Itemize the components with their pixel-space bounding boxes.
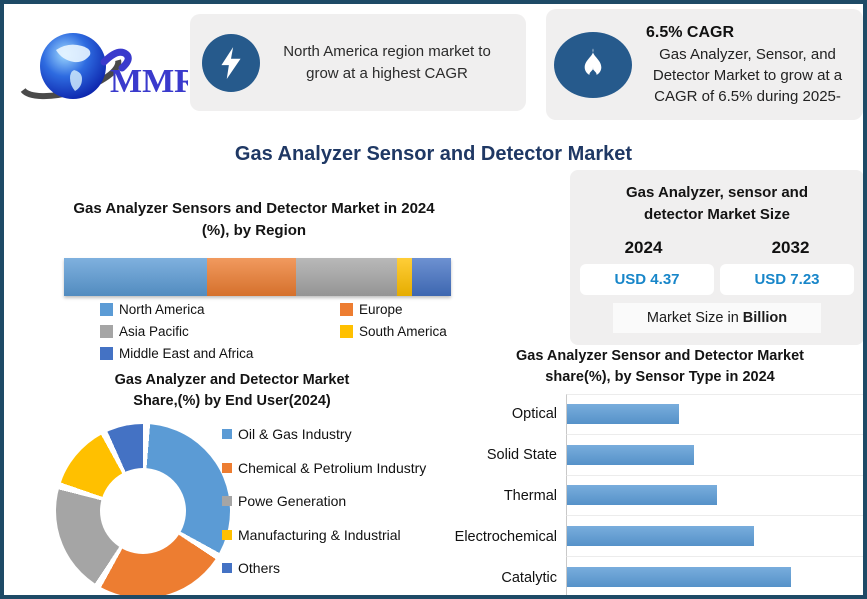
sensor-row-thermal: Thermal [442, 475, 863, 517]
cagr-text: Gas Analyzer, Sensor, and Detector Marke… [652, 46, 843, 105]
highlight-text: North America region market to grow at a… [283, 42, 491, 82]
region-legend: North America Europe Asia Pacific South Ame… [100, 300, 466, 363]
donut-hole [100, 468, 186, 554]
region-legend-swatch [100, 325, 113, 338]
enduser-legend-swatch [222, 529, 232, 540]
market-size-card: Gas Analyzer, sensor and detector Market… [570, 170, 863, 345]
sensor-bar-chart: Optical Solid State Thermal Electrochemical… [442, 394, 863, 595]
sensor-bar [567, 444, 695, 465]
sensor-row-solid-state: Solid State [442, 434, 863, 476]
sensor-plot-area [566, 475, 863, 517]
sensor-row-catalytic: Catalytic [442, 557, 863, 595]
sensor-bar [567, 526, 754, 547]
region-segment-1 [207, 258, 297, 296]
region-segment-4 [412, 258, 452, 296]
enduser-legend-label: Oil & Gas Industry [238, 426, 352, 442]
region-segment-3 [396, 258, 413, 296]
enduser-legend-swatch [222, 429, 232, 439]
enduser-legend-swatch [222, 462, 232, 473]
enduser-legend-label: Chemical & Petrolium Industry [238, 459, 427, 476]
market-size-note: Market Size in Billion [613, 302, 821, 333]
highlight-north-america: North America region market to grow at a… [190, 14, 526, 111]
sensor-plot-area [566, 557, 863, 595]
enduser-legend-swatch [222, 496, 232, 506]
sensor-row-optical: Optical [442, 394, 863, 435]
flame-icon [554, 31, 632, 98]
cagr-heading: 6.5% CAGR [646, 24, 735, 41]
sensor-category-label: Catalytic [501, 569, 557, 586]
enduser-donut-chart [56, 424, 230, 595]
year-2024: 2024 [624, 237, 663, 257]
region-legend-label: North America [119, 302, 205, 317]
region-legend-label: Asia Pacific [119, 324, 189, 339]
page-title: Gas Analyzer Sensor and Detector Market [234, 143, 633, 165]
sensor-chart-title: Gas Analyzer Sensor and Detector Market … [516, 348, 804, 386]
region-legend-swatch [100, 347, 113, 360]
region-chart-title: Gas Analyzer Sensors and Detector Market… [73, 200, 435, 239]
enduser-legend: Oil & Gas Industry Chemical & Petrolium I… [222, 424, 472, 592]
sensor-category-label: Solid State [486, 447, 557, 464]
enduser-legend-item: Powe Generation [222, 491, 472, 511]
enduser-legend-item: Manufacturing & Industrial [222, 525, 472, 545]
market-size-title: Gas Analyzer, sensor and detector Market… [625, 184, 809, 223]
region-legend-item: South America [340, 322, 466, 341]
region-segment-0 [64, 258, 208, 296]
enduser-legend-item: Chemical & Petrolium Industry [222, 458, 472, 478]
sensor-plot-area [566, 434, 863, 476]
value-2024: USD 4.37 [580, 263, 714, 295]
sensor-category-label: Electrochemical [454, 528, 557, 545]
highlight-cagr: 6.5% CAGR Gas Analyzer, Sensor, and Dete… [546, 9, 863, 120]
sensor-category-label: Optical [511, 406, 557, 423]
region-legend-swatch [100, 303, 113, 316]
region-legend-label: Middle East and Africa [119, 346, 254, 361]
sensor-category-label: Thermal [503, 487, 557, 504]
region-legend-item: Middle East and Africa [100, 344, 340, 363]
enduser-legend-label: Powe Generation [238, 493, 347, 509]
region-legend-item: North America [100, 300, 340, 319]
enduser-legend-item: Oil & Gas Industry [222, 424, 472, 444]
region-segment-2 [296, 258, 397, 296]
enduser-chart-title: Gas Analyzer and Detector Market Share,(… [114, 372, 350, 410]
sensor-row-electrochemical: Electrochemical [442, 516, 863, 558]
region-legend-item: Europe [340, 300, 466, 319]
enduser-legend-item: Others [222, 558, 472, 578]
region-legend-item: Asia Pacific [100, 322, 340, 341]
logo-text: MMR [110, 63, 188, 100]
region-stacked-bar [64, 258, 452, 296]
sensor-bar [567, 485, 717, 506]
market-size-years: 2024 2032 [570, 237, 863, 258]
enduser-legend-label: Manufacturing & Industrial [238, 526, 401, 543]
value-2032: USD 7.23 [720, 263, 854, 295]
sensor-bar [567, 567, 792, 588]
enduser-legend-label: Others [238, 560, 281, 576]
lightning-icon [202, 33, 260, 92]
sensor-plot-area [566, 394, 863, 435]
year-2032: 2032 [771, 237, 810, 257]
enduser-legend-swatch [222, 563, 232, 573]
sensor-bar [567, 404, 680, 425]
region-legend-label: Europe [359, 302, 403, 317]
region-legend-swatch [340, 325, 353, 338]
mmr-logo: MMR [18, 26, 199, 110]
region-legend-label: South America [359, 324, 447, 339]
region-legend-swatch [340, 303, 353, 316]
globe-icon: MMR [18, 33, 199, 100]
sensor-plot-area [566, 516, 863, 558]
